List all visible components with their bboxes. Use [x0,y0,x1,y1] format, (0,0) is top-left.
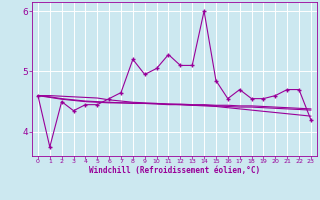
X-axis label: Windchill (Refroidissement éolien,°C): Windchill (Refroidissement éolien,°C) [89,166,260,175]
